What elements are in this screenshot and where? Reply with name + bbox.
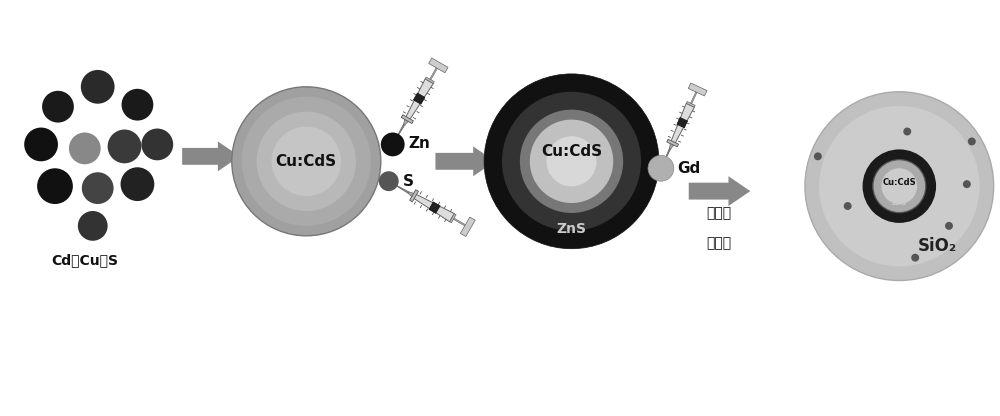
Circle shape bbox=[805, 92, 994, 280]
Text: 反相微: 反相微 bbox=[706, 206, 731, 220]
Text: ZnS: ZnS bbox=[892, 200, 907, 206]
Polygon shape bbox=[389, 181, 409, 193]
Text: Cu:CdS: Cu:CdS bbox=[541, 144, 602, 159]
Text: Cu:CdS: Cu:CdS bbox=[276, 154, 337, 169]
Circle shape bbox=[844, 202, 852, 210]
Circle shape bbox=[37, 168, 73, 204]
Circle shape bbox=[520, 110, 623, 213]
Polygon shape bbox=[689, 176, 750, 206]
Text: S: S bbox=[403, 174, 414, 189]
Circle shape bbox=[141, 129, 173, 160]
Polygon shape bbox=[667, 139, 679, 147]
Circle shape bbox=[69, 133, 101, 164]
Polygon shape bbox=[425, 77, 434, 84]
Circle shape bbox=[903, 128, 911, 136]
Circle shape bbox=[272, 126, 341, 196]
Polygon shape bbox=[450, 214, 456, 223]
Polygon shape bbox=[686, 102, 695, 107]
Circle shape bbox=[945, 222, 953, 230]
Circle shape bbox=[82, 172, 114, 204]
Text: ZnS: ZnS bbox=[557, 222, 587, 236]
Circle shape bbox=[502, 92, 641, 231]
Circle shape bbox=[42, 91, 74, 123]
Polygon shape bbox=[429, 202, 440, 213]
Polygon shape bbox=[690, 92, 697, 106]
Polygon shape bbox=[408, 192, 415, 198]
Polygon shape bbox=[405, 79, 433, 120]
Polygon shape bbox=[677, 117, 688, 128]
Circle shape bbox=[242, 97, 371, 226]
Circle shape bbox=[873, 160, 925, 212]
Polygon shape bbox=[413, 93, 425, 104]
Polygon shape bbox=[435, 146, 495, 176]
Circle shape bbox=[81, 70, 115, 104]
Text: 乳液法: 乳液法 bbox=[706, 236, 731, 250]
Polygon shape bbox=[410, 190, 418, 202]
Circle shape bbox=[546, 136, 597, 186]
Polygon shape bbox=[182, 141, 240, 171]
Polygon shape bbox=[460, 217, 475, 237]
Text: SiO₂: SiO₂ bbox=[917, 237, 957, 255]
Circle shape bbox=[379, 171, 399, 191]
Circle shape bbox=[232, 87, 381, 236]
Polygon shape bbox=[452, 217, 466, 226]
Circle shape bbox=[863, 149, 936, 223]
Circle shape bbox=[968, 137, 976, 146]
Circle shape bbox=[122, 89, 153, 121]
Polygon shape bbox=[401, 115, 413, 124]
Circle shape bbox=[530, 119, 613, 203]
Polygon shape bbox=[688, 83, 707, 96]
Circle shape bbox=[881, 168, 917, 204]
Circle shape bbox=[963, 180, 971, 188]
Circle shape bbox=[381, 133, 405, 156]
Polygon shape bbox=[671, 103, 694, 144]
Circle shape bbox=[911, 254, 919, 262]
Circle shape bbox=[648, 155, 674, 181]
Polygon shape bbox=[429, 58, 448, 73]
Polygon shape bbox=[429, 67, 438, 82]
Circle shape bbox=[872, 159, 926, 213]
Polygon shape bbox=[413, 194, 454, 222]
Circle shape bbox=[108, 129, 141, 163]
Circle shape bbox=[819, 106, 980, 266]
Circle shape bbox=[484, 74, 659, 249]
Polygon shape bbox=[403, 118, 409, 125]
Circle shape bbox=[814, 152, 822, 160]
Text: Cu:CdS: Cu:CdS bbox=[883, 178, 916, 187]
Circle shape bbox=[78, 211, 108, 241]
Polygon shape bbox=[661, 148, 671, 168]
Text: Zn: Zn bbox=[409, 136, 430, 151]
Polygon shape bbox=[669, 142, 675, 149]
Circle shape bbox=[121, 167, 154, 201]
Text: Cd、Cu、S: Cd、Cu、S bbox=[51, 254, 118, 267]
Text: Gd: Gd bbox=[677, 161, 700, 176]
Polygon shape bbox=[393, 124, 405, 144]
Circle shape bbox=[24, 128, 58, 161]
Circle shape bbox=[257, 111, 356, 211]
